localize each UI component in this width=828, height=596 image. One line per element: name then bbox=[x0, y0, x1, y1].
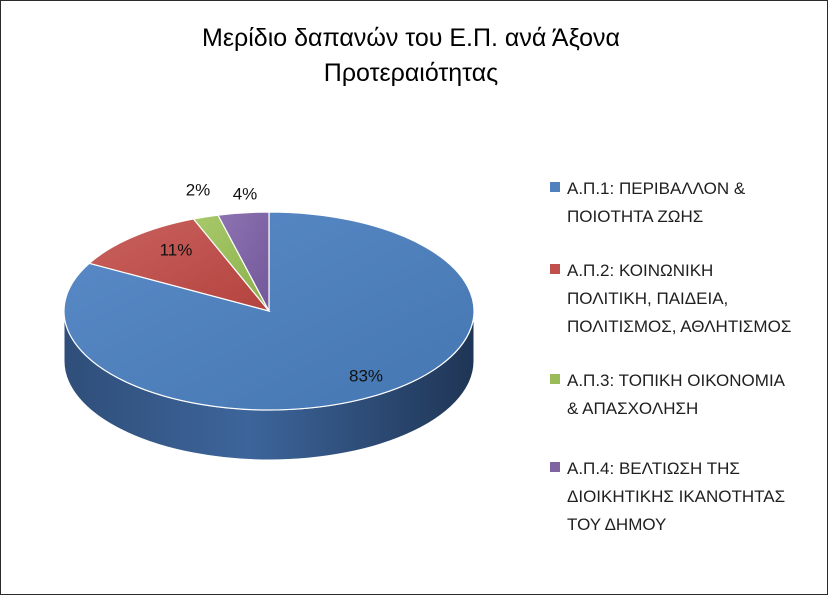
legend: Α.Π.1: ΠΕΡΙΒΑΛΛΟΝ & ΠΟΙΟΤΗΤΑ ΖΩΗΣ Α.Π.2:… bbox=[550, 175, 820, 565]
legend-label-ap4: Α.Π.4: ΒΕΛΤΙΩΣΗ ΤΗΣ ΔΙΟΙΚΗΤΙΚΗΣ ΙΚΑΝΟΤΗΤ… bbox=[567, 459, 786, 534]
legend-item-ap1: Α.Π.1: ΠΕΡΙΒΑΛΛΟΝ & ΠΟΙΟΤΗΤΑ ΖΩΗΣ bbox=[550, 175, 820, 231]
pie-slice-4 bbox=[217, 211, 270, 312]
legend-label-ap3: Α.Π.3: ΤΟΠΙΚΗ ΟΙΚΟΝΟΜΙΑ & ΑΠΑΣΧΟΛΗΣΗ bbox=[567, 371, 786, 418]
legend-label-ap2: Α.Π.2: ΚΟΙΝΩΝΙΚΗ ΠΟΛΙΤΙΚΗ, ΠΑΙΔΕΙΑ, ΠΟΛΙ… bbox=[567, 261, 792, 336]
legend-swatch-ap3 bbox=[550, 374, 560, 384]
legend-item-ap2: Α.Π.2: ΚΟΙΝΩΝΙΚΗ ΠΟΛΙΤΙΚΗ, ΠΑΙΔΕΙΑ, ΠΟΛΙ… bbox=[550, 257, 820, 341]
legend-item-ap3: Α.Π.3: ΤΟΠΙΚΗ ΟΙΚΟΝΟΜΙΑ & ΑΠΑΣΧΟΛΗΣΗ bbox=[550, 367, 820, 423]
pie-slice-2 bbox=[88, 218, 271, 313]
data-label-3: 2% bbox=[186, 180, 211, 199]
chart-title: Μερίδιο δαπανών του Ε.Π. ανά Άξονα Προτε… bbox=[202, 24, 620, 87]
data-label-2: 11% bbox=[160, 240, 193, 259]
data-label-1: 83% bbox=[349, 366, 383, 385]
data-label-4: 4% bbox=[233, 184, 258, 203]
legend-swatch-ap2 bbox=[550, 264, 560, 274]
legend-label-ap1: Α.Π.1: ΠΕΡΙΒΑΛΛΟΝ & ΠΟΙΟΤΗΤΑ ΖΩΗΣ bbox=[567, 179, 746, 226]
legend-swatch-ap1 bbox=[550, 182, 560, 192]
legend-item-ap4: Α.Π.4: ΒΕΛΤΙΩΣΗ ΤΗΣ ΔΙΟΙΚΗΤΙΚΗΣ ΙΚΑΝΟΤΗΤ… bbox=[550, 455, 820, 539]
legend-swatch-ap4 bbox=[550, 462, 560, 472]
